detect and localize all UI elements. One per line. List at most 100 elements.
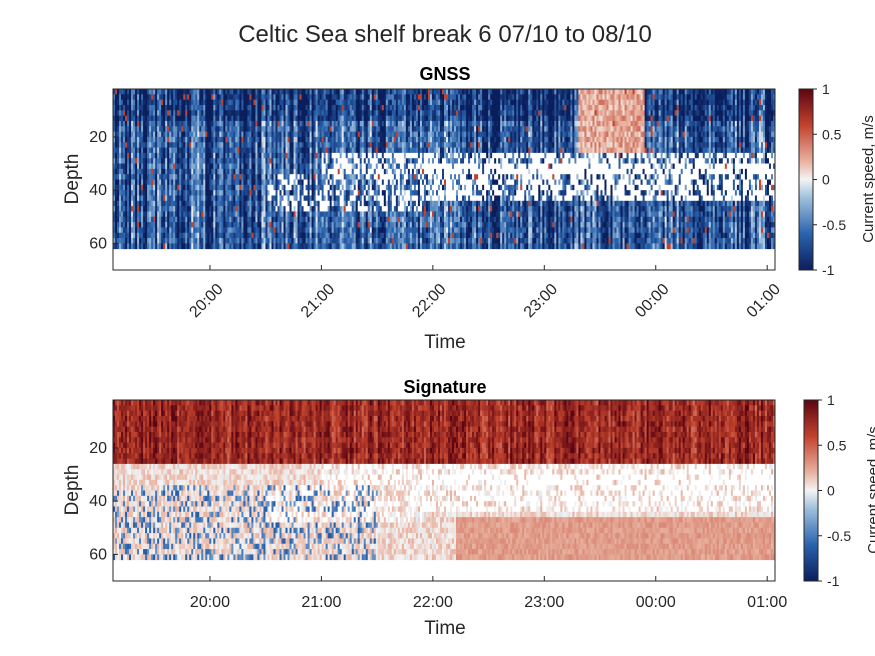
heatmap-cell <box>197 243 200 250</box>
heatmap-cell <box>127 142 130 148</box>
heatmap-cell <box>133 216 136 223</box>
heatmap-cell <box>149 243 152 250</box>
heatmap-cell <box>141 120 144 127</box>
heatmap-cell <box>125 142 128 148</box>
heatmap-cell <box>215 104 218 111</box>
heatmap-cell <box>143 168 146 175</box>
heatmap-cell <box>183 216 186 223</box>
heatmap-cell <box>115 232 118 239</box>
heatmap-cell <box>203 195 206 202</box>
heatmap-cell <box>137 110 140 117</box>
heatmap-cell <box>201 184 204 191</box>
heatmap-cell <box>149 238 152 244</box>
heatmap-cell <box>209 104 212 111</box>
heatmap-cell <box>145 131 148 138</box>
heatmap-cell <box>131 89 134 95</box>
heatmap-cell <box>115 126 118 132</box>
heatmap-cell <box>189 163 192 170</box>
heatmap-cell <box>187 243 190 250</box>
heatmap-cell <box>139 120 142 127</box>
heatmap-cell <box>195 94 198 101</box>
heatmap-cell <box>127 216 130 223</box>
heatmap-cell <box>119 104 122 111</box>
heatmap-cell <box>157 136 160 143</box>
heatmap-cell <box>193 168 196 175</box>
heatmap-cell <box>201 142 204 148</box>
heatmap-cell <box>123 190 126 196</box>
heatmap-cell <box>117 200 120 207</box>
heatmap-cell <box>131 238 134 244</box>
heatmap-cell <box>117 163 120 170</box>
heatmap-cell <box>191 211 194 218</box>
heatmap-column <box>211 89 214 250</box>
heatmap-cell <box>151 115 154 122</box>
heatmap-cell <box>123 89 126 95</box>
heatmap-cell <box>193 222 196 228</box>
heatmap-cell <box>149 200 152 207</box>
heatmap-cell <box>181 94 184 101</box>
heatmap-cell <box>117 216 120 223</box>
heatmap-cell <box>191 179 194 186</box>
heatmap-cell <box>157 243 160 250</box>
heatmap-cell <box>169 216 172 223</box>
heatmap-cell <box>217 168 220 175</box>
heatmap-cell <box>195 206 198 212</box>
heatmap-cell <box>117 243 120 250</box>
heatmap-cell <box>127 89 130 95</box>
heatmap-cell <box>131 136 134 143</box>
heatmap-cell <box>143 94 146 101</box>
heatmap-column <box>181 89 184 250</box>
heatmap-cell <box>149 94 152 101</box>
heatmap-cell <box>185 222 188 228</box>
heatmap-cell <box>217 222 220 228</box>
heatmap-cell <box>151 232 154 239</box>
heatmap-cell <box>153 115 156 122</box>
heatmap-cell <box>147 115 150 122</box>
heatmap-cell <box>123 99 126 106</box>
heatmap-cell <box>131 163 134 170</box>
heatmap-cell <box>155 152 158 159</box>
heatmap-cell <box>215 110 218 117</box>
heatmap-cell <box>151 179 154 186</box>
heatmap-cell <box>171 222 174 228</box>
heatmap-cell <box>135 232 138 239</box>
heatmap-cell <box>161 152 164 159</box>
heatmap-cell <box>153 104 156 111</box>
heatmap-cell <box>163 206 166 212</box>
heatmap-cell <box>163 104 166 111</box>
heatmap-cell <box>205 238 208 244</box>
heatmap-cell <box>141 232 144 239</box>
heatmap-cell <box>113 206 116 212</box>
heatmap-cell <box>131 131 134 138</box>
heatmap-cell <box>199 120 202 127</box>
heatmap-column <box>139 89 142 250</box>
heatmap-cell <box>133 136 136 143</box>
heatmap-cell <box>121 147 124 154</box>
heatmap-cell <box>209 158 212 164</box>
heatmap-cell <box>135 238 138 244</box>
heatmap-cell <box>189 131 192 138</box>
heatmap-cell <box>131 158 134 164</box>
heatmap-column <box>171 89 174 250</box>
heatmap-cell <box>127 232 130 239</box>
heatmap-cell <box>161 131 164 138</box>
heatmap-cell <box>207 243 210 250</box>
heatmap-cell <box>133 206 136 212</box>
heatmap-cell <box>185 147 188 154</box>
heatmap-cell <box>185 211 188 218</box>
heatmap-cell <box>135 179 138 186</box>
heatmap-cell <box>211 110 214 117</box>
heatmap-cell <box>147 195 150 202</box>
heatmap-cell <box>145 120 148 127</box>
heatmap-cell <box>165 104 168 111</box>
heatmap-cell <box>139 232 142 239</box>
heatmap-cell <box>197 136 200 143</box>
heatmap-cell <box>155 136 158 143</box>
heatmap-cell <box>151 131 154 138</box>
heatmap-column <box>161 89 164 250</box>
heatmap-cell <box>181 131 184 138</box>
heatmap-cell <box>129 168 132 175</box>
heatmap-cell <box>189 227 192 234</box>
heatmap-cell <box>169 147 172 154</box>
heatmap-cell <box>125 131 128 138</box>
